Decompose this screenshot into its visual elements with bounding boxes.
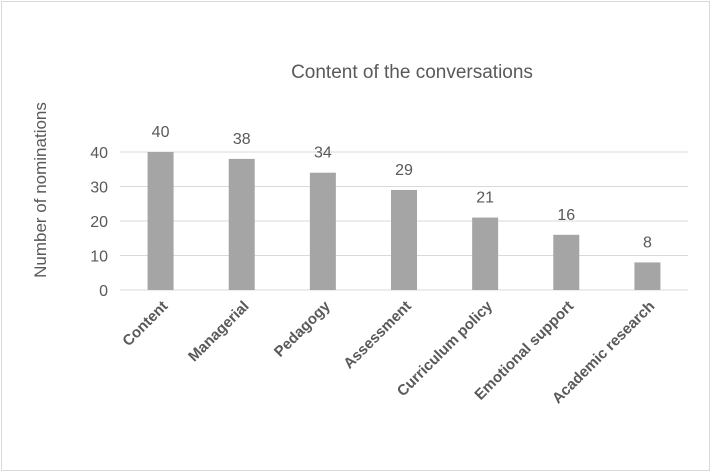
y-tick-label: 10 bbox=[90, 249, 108, 266]
chart-title: Content of the conversations bbox=[291, 62, 533, 83]
category-label: Pedagogy bbox=[271, 297, 334, 360]
y-axis-label: Number of nominations bbox=[31, 102, 50, 278]
y-tick-label: 0 bbox=[99, 283, 108, 300]
category-label: Assessment bbox=[340, 298, 415, 373]
y-tick-labels: 0 10 20 30 40 bbox=[90, 145, 108, 300]
bar bbox=[147, 152, 174, 290]
data-label: 16 bbox=[557, 207, 575, 224]
data-label: 38 bbox=[233, 131, 251, 148]
y-tick-label: 20 bbox=[90, 214, 108, 231]
data-label: 34 bbox=[314, 145, 332, 162]
category-label: Managerial bbox=[185, 298, 252, 365]
bar bbox=[553, 234, 580, 290]
bar bbox=[634, 262, 661, 290]
bar bbox=[472, 217, 499, 290]
category-label: Content bbox=[119, 298, 171, 350]
bars bbox=[147, 152, 661, 290]
data-label: 40 bbox=[152, 124, 170, 141]
bar bbox=[391, 189, 417, 290]
data-label: 8 bbox=[643, 234, 652, 251]
y-tick-label: 30 bbox=[90, 180, 108, 197]
y-tick-label: 40 bbox=[90, 145, 108, 162]
bar bbox=[228, 158, 255, 290]
category-labels: Content Managerial Pedagogy AssessmentCurri… bbox=[119, 297, 658, 407]
data-label: 21 bbox=[476, 190, 494, 207]
data-labels: 40 38 34 29 21 16 8 bbox=[152, 124, 652, 251]
data-label: 29 bbox=[395, 162, 413, 179]
bar bbox=[309, 172, 336, 290]
